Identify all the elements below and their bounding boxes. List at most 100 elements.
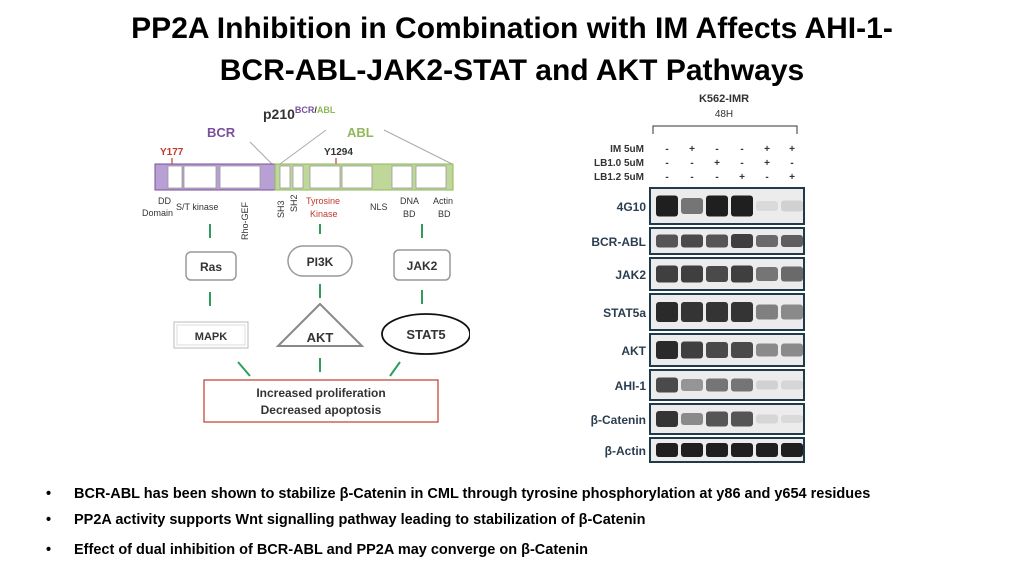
bullet-dot: •: [46, 512, 52, 528]
blot-band: [656, 377, 678, 393]
treatment-mark: -: [715, 144, 718, 155]
node-stat5-ellipse: [381, 313, 470, 355]
blot-band: [681, 234, 703, 248]
abl-label: ABL: [347, 125, 374, 140]
blot-band: [706, 378, 728, 392]
blot-band: [731, 342, 753, 358]
signalling-diagram: p210BCR/ABL BCR ABL Y177 Y1294 DD Domain…: [142, 105, 470, 423]
blot-band: [706, 342, 728, 358]
dd-box: [167, 165, 183, 189]
treatment-mark: +: [789, 144, 795, 155]
tyrosine-kinase-box-1: [309, 165, 341, 189]
blot-band: [756, 414, 778, 424]
blot-row-label: JAK2: [615, 268, 646, 282]
domain-actin-2: BD: [438, 209, 451, 219]
blot-row-label: 4G10: [617, 200, 647, 214]
blot-cell-line: K562-IMR: [699, 93, 749, 105]
treatment-mark: -: [665, 144, 668, 155]
blot-band: [706, 234, 728, 248]
title-line-1: PP2A Inhibition in Combination with IM A…: [131, 12, 893, 45]
treatment-label: LB1.2 5uM: [594, 172, 644, 183]
node-ras-box: [185, 251, 237, 281]
treatment-mark: -: [715, 172, 718, 183]
domain-dna-1: DNA: [400, 196, 419, 206]
blot-band: [656, 195, 678, 217]
blot-band: [731, 411, 753, 427]
blot-band: [731, 443, 753, 457]
tyrosine-kinase-box-2: [341, 165, 373, 189]
blot-band: [656, 265, 678, 283]
abl-bracket-line-right: [383, 129, 453, 165]
treatment-mark: -: [765, 172, 768, 183]
blot-band: [756, 343, 778, 357]
node-ras: Ras: [200, 260, 222, 274]
bullet-text: BCR-ABL has been shown to stabilize β-Ca…: [74, 486, 871, 502]
blot-band: [781, 266, 803, 282]
bullet-text: Effect of dual inhibition of BCR-ABL and…: [74, 542, 588, 558]
bcr-bracket-line: [249, 141, 273, 165]
blot-band: [706, 302, 728, 322]
blot-band: [756, 443, 778, 457]
domain-sh2: SH2: [289, 194, 299, 212]
blot-band: [706, 266, 728, 282]
blot-band: [781, 304, 803, 320]
blot-band: [781, 343, 803, 357]
node-pi3k-box: [287, 245, 353, 277]
treatment-label: LB1.0 5uM: [594, 158, 644, 169]
blot-row-label: BCR-ABL: [591, 235, 646, 249]
domain-tk-2: Kinase: [310, 209, 338, 219]
treatment-mark: -: [690, 158, 693, 169]
treatment-mark: -: [790, 158, 793, 169]
protein-name: p210BCR/ABL: [263, 105, 336, 122]
blot-band: [731, 195, 753, 217]
blot-band: [731, 234, 753, 248]
domain-nls: NLS: [370, 202, 388, 212]
blot-band: [681, 198, 703, 214]
blot-band: [781, 415, 803, 423]
domain-tk-1: Tyrosine: [306, 196, 340, 206]
treatment-mark: -: [690, 172, 693, 183]
treatment-mark: -: [665, 172, 668, 183]
western-blot: K562-IMR 48H IM 5uM - + - - + + LB1.0 5uM - - + - + -…: [591, 93, 805, 463]
blot-band: [731, 265, 753, 283]
blot-band: [781, 200, 803, 212]
blot-time: 48H: [715, 109, 733, 120]
domain-rho: Rho-GEF: [240, 201, 250, 240]
treatment-mark: -: [665, 158, 668, 169]
blot-band: [756, 201, 778, 211]
domain-dd-1: DD: [158, 196, 171, 206]
st-kinase-box: [183, 165, 217, 189]
blot-band: [681, 443, 703, 457]
blot-band: [681, 302, 703, 322]
blot-row-label: STAT5a: [603, 306, 646, 320]
blot-band: [656, 341, 678, 359]
node-mapk-inner: [176, 324, 246, 346]
node-pi3k: PI3K: [307, 255, 334, 269]
abl-bracket-line-left: [279, 129, 327, 165]
bullet-item: • PP2A activity supports Wnt signalling p…: [46, 512, 645, 528]
protein-sup-bcr: BCR: [295, 105, 315, 115]
blot-band: [756, 304, 778, 320]
blot-row-label: AKT: [621, 344, 646, 358]
outcome-line-2: Decreased apoptosis: [261, 403, 382, 417]
outcome-box: [203, 379, 439, 423]
node-akt-triangle: [275, 302, 365, 347]
node-akt: AKT: [307, 330, 334, 345]
slide-title: PP2A Inhibition in Combination with IM A…: [0, 8, 1024, 92]
actin-bd-box: [415, 165, 447, 189]
link-stat5-outcome: [389, 361, 401, 377]
blot-band: [706, 195, 728, 217]
treatment-mark: -: [740, 144, 743, 155]
blot-band: [781, 380, 803, 390]
domain-sh3: SH3: [276, 200, 286, 218]
blot-band: [656, 411, 678, 427]
blot-band: [656, 234, 678, 248]
rho-gef-box: [219, 165, 261, 189]
blot-rows: 4G10 BCR-ABL JAK2 STAT5a AKT AHI-1 β-Catenin β-…: [591, 187, 805, 463]
protein-sup-abl: ABL: [317, 105, 336, 115]
treatment-label: IM 5uM: [610, 144, 644, 155]
node-stat5: STAT5: [406, 327, 445, 342]
treatment-mark: +: [764, 144, 770, 155]
treatment-mark: -: [740, 158, 743, 169]
domain-dd-2: Domain: [142, 208, 173, 218]
